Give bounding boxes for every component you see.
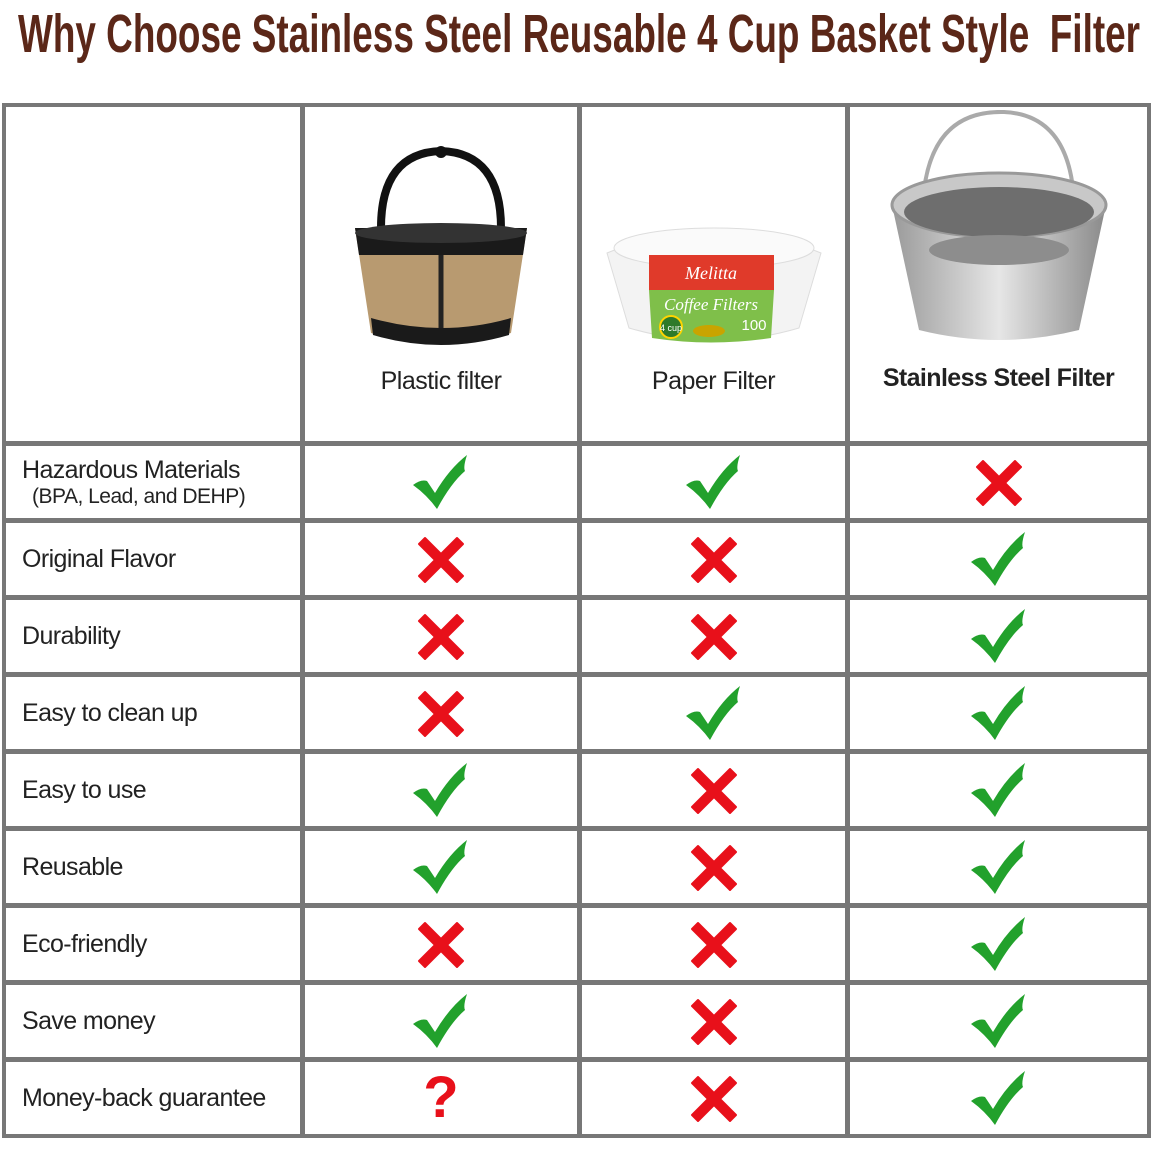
column-name: Plastic filter bbox=[380, 367, 502, 395]
rating-cell bbox=[850, 446, 1147, 518]
page-title-graphic: Why Choose Stainless Steel Reusable 4 Cu… bbox=[18, 4, 1140, 64]
rating-cell bbox=[850, 523, 1147, 595]
cross-icon bbox=[690, 614, 737, 660]
question-mark-icon: ? bbox=[423, 1065, 459, 1130]
row-label: Original Flavor bbox=[6, 523, 300, 595]
cross-icon bbox=[418, 537, 464, 583]
check-icon bbox=[970, 917, 1025, 971]
row-label: Hazardous Materials (BPA, Lead, and DEHP) bbox=[6, 446, 300, 518]
check-icon bbox=[413, 455, 467, 509]
check-icon bbox=[970, 532, 1025, 586]
rating-cell bbox=[582, 600, 845, 672]
row-label: Reusable bbox=[6, 831, 300, 903]
cross-icon bbox=[690, 537, 737, 583]
row-label-text: Durability bbox=[22, 621, 121, 650]
rating-cell bbox=[305, 985, 577, 1057]
check-icon bbox=[970, 609, 1025, 663]
column-header-plastic: Plastic filter bbox=[305, 107, 577, 441]
cross-icon bbox=[418, 922, 464, 968]
package-brand-text: Melitta bbox=[684, 263, 737, 283]
cross-icon bbox=[418, 614, 464, 660]
rating-cell: ? bbox=[305, 1062, 577, 1134]
rating-cell bbox=[850, 908, 1147, 980]
row-label: Eco-friendly bbox=[6, 908, 300, 980]
check-icon bbox=[413, 763, 467, 817]
rating-cell bbox=[582, 985, 845, 1057]
check-icon bbox=[970, 763, 1025, 817]
column-name: Paper Filter bbox=[651, 367, 776, 395]
row-label-text: Save money bbox=[22, 1006, 156, 1035]
rating-cell bbox=[850, 1062, 1147, 1134]
check-icon bbox=[970, 994, 1025, 1048]
check-icon bbox=[685, 455, 740, 509]
check-icon bbox=[970, 1071, 1025, 1125]
rating-cell bbox=[305, 446, 577, 518]
rating-cell bbox=[305, 523, 577, 595]
rating-cell bbox=[305, 677, 577, 749]
row-sublabel-text: (BPA, Lead, and DEHP) bbox=[32, 484, 246, 508]
rating-cell bbox=[305, 908, 577, 980]
rating-cell bbox=[305, 600, 577, 672]
rating-cell bbox=[850, 754, 1147, 826]
package-product-text: Coffee Filters bbox=[664, 295, 758, 314]
cross-icon bbox=[690, 1076, 737, 1122]
rating-cell bbox=[850, 600, 1147, 672]
row-label-text: Hazardous Materials bbox=[22, 455, 240, 484]
column-name: Stainless Steel Filter bbox=[882, 364, 1115, 392]
row-label: Easy to clean up bbox=[6, 677, 300, 749]
row-label-text: Original Flavor bbox=[22, 544, 176, 573]
row-label: Money-back guarantee bbox=[6, 1062, 300, 1134]
rating-cell bbox=[582, 754, 845, 826]
cross-icon bbox=[690, 768, 737, 814]
package-badge-text: 4 cup bbox=[659, 323, 681, 333]
paper-filter-image: Melitta Coffee Filters 100 4 cup bbox=[605, 227, 822, 343]
package-count-text: 100 bbox=[741, 317, 766, 334]
row-label-text: Easy to clean up bbox=[22, 698, 198, 727]
page-title-text: Why Choose Stainless Steel Reusable 4 Cu… bbox=[18, 4, 1140, 64]
comparison-table: Plastic filter Melitta Coffee Filters 10… bbox=[2, 103, 1151, 1138]
rating-cell bbox=[850, 985, 1147, 1057]
check-icon bbox=[413, 840, 467, 894]
cross-icon bbox=[975, 460, 1022, 506]
rating-cell bbox=[850, 677, 1147, 749]
page-title: Why Choose Stainless Steel Reusable 4 Cu… bbox=[0, 0, 1151, 70]
check-icon bbox=[413, 994, 467, 1048]
rating-cell bbox=[582, 523, 845, 595]
check-icon bbox=[970, 840, 1025, 894]
rating-cell bbox=[582, 446, 845, 518]
rating-cell bbox=[850, 831, 1147, 903]
rating-cell bbox=[582, 908, 845, 980]
row-label-text: Easy to use bbox=[22, 775, 147, 804]
column-header-paper: Melitta Coffee Filters 100 4 cup Paper F… bbox=[582, 107, 845, 441]
rating-cell bbox=[582, 831, 845, 903]
row-label: Durability bbox=[6, 600, 300, 672]
rating-cell bbox=[582, 677, 845, 749]
check-icon bbox=[685, 686, 740, 740]
cross-icon bbox=[690, 999, 737, 1045]
row-label: Easy to use bbox=[6, 754, 300, 826]
row-label: Save money bbox=[6, 985, 300, 1057]
row-label-text: Eco-friendly bbox=[22, 929, 147, 958]
cross-icon bbox=[690, 922, 737, 968]
row-label-text: Reusable bbox=[22, 852, 123, 881]
cross-icon bbox=[690, 845, 737, 891]
header-empty-cell bbox=[6, 107, 300, 441]
cross-icon bbox=[418, 691, 464, 737]
stainless-filter-image bbox=[890, 110, 1107, 340]
check-icon bbox=[970, 686, 1025, 740]
row-label-text: Money-back guarantee bbox=[22, 1083, 266, 1112]
plastic-filter-image bbox=[355, 146, 527, 345]
column-header-stainless: Stainless Steel Filter bbox=[850, 107, 1147, 441]
rating-cell bbox=[305, 831, 577, 903]
rating-cell bbox=[305, 754, 577, 826]
rating-cell bbox=[582, 1062, 845, 1134]
